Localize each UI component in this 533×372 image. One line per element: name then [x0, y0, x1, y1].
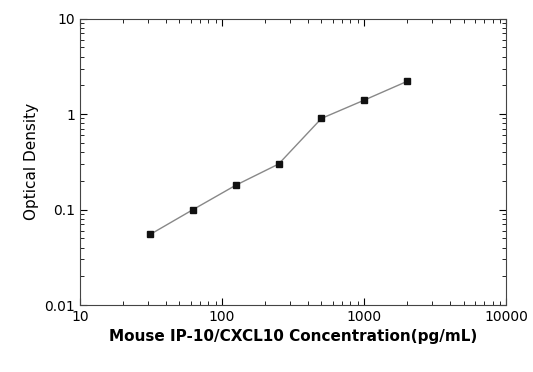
Y-axis label: Optical Density: Optical Density: [24, 103, 39, 220]
X-axis label: Mouse IP-10/CXCL10 Concentration(pg/mL): Mouse IP-10/CXCL10 Concentration(pg/mL): [109, 330, 477, 344]
